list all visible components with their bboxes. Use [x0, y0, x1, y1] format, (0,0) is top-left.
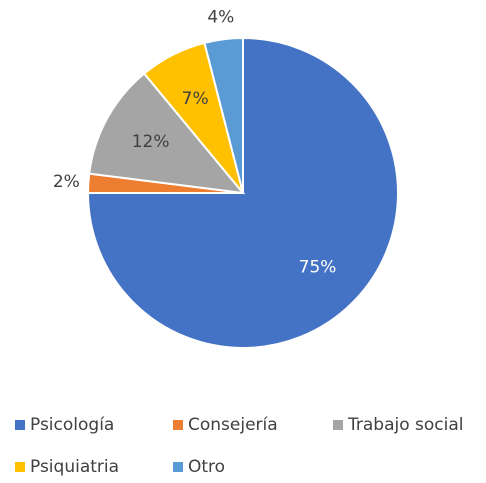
legend-swatch [173, 420, 183, 430]
pie-slice [86, 36, 399, 349]
legend-swatch [333, 420, 343, 430]
data-label: 12% [132, 132, 170, 152]
data-label: 2% [53, 172, 80, 192]
legend-label: Consejería [188, 415, 278, 435]
data-label: 4% [207, 7, 234, 27]
legend-label: Otro [188, 457, 225, 477]
legend-label: Psicología [30, 415, 114, 435]
legend-label: Trabajo social [347, 415, 464, 435]
legend-swatch [173, 462, 183, 472]
data-label: 7% [182, 89, 209, 109]
data-label: 75% [299, 258, 337, 278]
pie-slice [88, 72, 246, 195]
legend-swatch [15, 420, 25, 430]
legend-label: Psiquiatria [30, 457, 119, 477]
pie-slice [203, 36, 244, 194]
legend-swatch [15, 462, 25, 472]
